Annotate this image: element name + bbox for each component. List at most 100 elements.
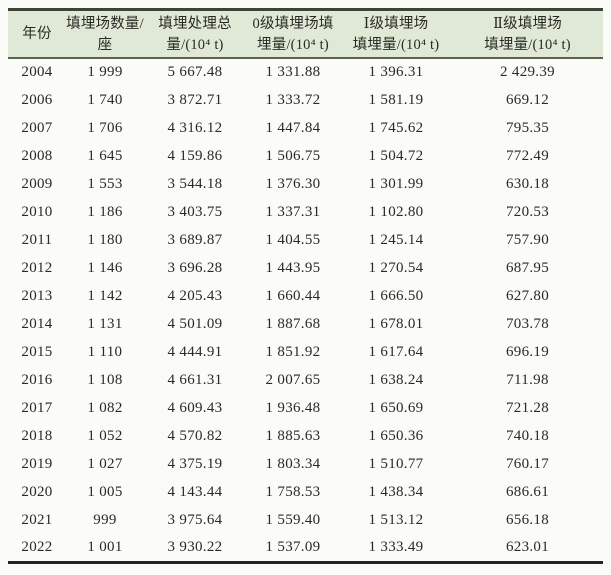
year-cell: 2022 bbox=[21, 538, 53, 555]
year-cell: 2018 bbox=[21, 427, 53, 444]
value-cell: 4 609.43 bbox=[167, 399, 223, 416]
value-cell: 1 142 bbox=[87, 287, 123, 304]
header-grade2-landfill-amount: Ⅱ级填埋场 填埋量/(10⁴ t) bbox=[484, 16, 571, 53]
value-cell: 1 001 bbox=[87, 538, 123, 555]
header-grade1-landfill-amount: Ⅰ级填埋场 填埋量/(10⁴ t) bbox=[352, 16, 440, 53]
year-cell: 2004 bbox=[21, 64, 53, 81]
year-cell: 2016 bbox=[21, 371, 53, 388]
table-row: 2014 1 131 4 501.09 1 887.68 1 678.01 703.78 bbox=[8, 310, 603, 338]
year-cell: 2007 bbox=[21, 119, 53, 136]
value-cell: 703.78 bbox=[505, 315, 550, 332]
value-cell: 1 186 bbox=[87, 203, 123, 220]
value-cell: 1 706 bbox=[87, 119, 123, 136]
value-cell: 1 851.92 bbox=[265, 343, 321, 360]
value-cell: 1 666.50 bbox=[368, 287, 424, 304]
value-cell: 1 758.53 bbox=[265, 483, 321, 500]
table-row: 2004 1 999 5 667.48 1 331.88 1 396.31 2 429.3… bbox=[8, 58, 603, 86]
value-cell: 1 108 bbox=[87, 371, 123, 388]
year-cell: 2015 bbox=[21, 343, 53, 360]
value-cell: 1 513.12 bbox=[368, 511, 424, 528]
header-total-landfill-amount: 填埋处理总 量/(10⁴ t) bbox=[158, 16, 232, 53]
landfill-statistics-table: 年份 填埋场数量/座 填埋处理总 量/(10⁴ t) 0级填埋场填 埋量/(10… bbox=[8, 8, 603, 564]
year-cell: 2012 bbox=[21, 259, 53, 276]
year-cell: 2006 bbox=[21, 91, 53, 108]
value-cell: 1 553 bbox=[87, 175, 123, 192]
header-landfill-count: 填埋场数量/座 bbox=[66, 16, 144, 53]
value-cell: 760.17 bbox=[505, 455, 550, 472]
value-cell: 1 438.34 bbox=[368, 483, 424, 500]
value-cell: 1 146 bbox=[87, 259, 123, 276]
value-cell: 4 375.19 bbox=[167, 455, 223, 472]
value-cell: 3 930.22 bbox=[167, 538, 223, 555]
year-cell: 2021 bbox=[21, 511, 53, 528]
value-cell: 1 005 bbox=[87, 483, 123, 500]
table-row: 2007 1 706 4 316.12 1 447.84 1 745.62 795.35 bbox=[8, 114, 603, 142]
value-cell: 1 537.09 bbox=[265, 538, 321, 555]
value-cell: 3 544.18 bbox=[167, 175, 223, 192]
year-cell: 2017 bbox=[21, 399, 53, 416]
value-cell: 3 975.64 bbox=[167, 511, 223, 528]
value-cell: 1 650.69 bbox=[368, 399, 424, 416]
value-cell: 4 316.12 bbox=[167, 119, 223, 136]
value-cell: 1 131 bbox=[87, 315, 123, 332]
table-row: 2006 1 740 3 872.71 1 333.72 1 581.19 669.12 bbox=[8, 86, 603, 114]
table-row: 2016 1 108 4 661.31 2 007.65 1 638.24 711.98 bbox=[8, 366, 603, 394]
value-cell: 1 885.63 bbox=[265, 427, 321, 444]
value-cell: 1 333.72 bbox=[265, 91, 321, 108]
value-cell: 3 696.28 bbox=[167, 259, 223, 276]
value-cell: 1 110 bbox=[87, 343, 123, 360]
value-cell: 2 429.39 bbox=[500, 64, 555, 81]
value-cell: 1 270.54 bbox=[368, 259, 424, 276]
value-cell: 4 143.44 bbox=[167, 483, 223, 500]
header-row: 年份 填埋场数量/座 填埋处理总 量/(10⁴ t) 0级填埋场填 埋量/(10… bbox=[8, 9, 603, 59]
value-cell: 4 205.43 bbox=[167, 287, 223, 304]
table-row: 2019 1 027 4 375.19 1 803.34 1 510.77 760.17 bbox=[8, 450, 603, 478]
value-cell: 1 887.68 bbox=[265, 315, 321, 332]
value-cell: 1 638.24 bbox=[368, 371, 424, 388]
value-cell: 740.18 bbox=[505, 427, 550, 444]
value-cell: 757.90 bbox=[505, 231, 550, 248]
value-cell: 1 506.75 bbox=[265, 147, 321, 164]
value-cell: 4 159.86 bbox=[167, 147, 223, 164]
table-row: 2017 1 082 4 609.43 1 936.48 1 650.69 721.28 bbox=[8, 394, 603, 422]
year-cell: 2009 bbox=[21, 175, 53, 192]
value-cell: 711.98 bbox=[506, 371, 549, 388]
table-body: 2004 1 999 5 667.48 1 331.88 1 396.31 2 429.3… bbox=[8, 58, 603, 563]
table-row: 2020 1 005 4 143.44 1 758.53 1 438.34 686.61 bbox=[8, 478, 603, 506]
value-cell: 1 678.01 bbox=[368, 315, 424, 332]
value-cell: 795.35 bbox=[505, 119, 550, 136]
value-cell: 687.95 bbox=[505, 259, 550, 276]
table-header: 年份 填埋场数量/座 填埋处理总 量/(10⁴ t) 0级填埋场填 埋量/(10… bbox=[8, 9, 603, 59]
table-row: 2009 1 553 3 544.18 1 376.30 1 301.99 630.18 bbox=[8, 170, 603, 198]
value-cell: 1 443.95 bbox=[265, 259, 321, 276]
value-cell: 4 444.91 bbox=[167, 343, 223, 360]
year-cell: 2019 bbox=[21, 455, 53, 472]
value-cell: 669.12 bbox=[505, 91, 550, 108]
value-cell: 1 581.19 bbox=[368, 91, 424, 108]
value-cell: 1 617.64 bbox=[368, 343, 424, 360]
value-cell: 1 396.31 bbox=[368, 64, 424, 81]
header-grade0-landfill-amount: 0级填埋场填 埋量/(10⁴ t) bbox=[252, 16, 334, 53]
value-cell: 1 052 bbox=[87, 427, 123, 444]
table-row: 2010 1 186 3 403.75 1 337.31 1 102.80 720.53 bbox=[8, 198, 603, 226]
value-cell: 2 007.65 bbox=[265, 371, 321, 388]
value-cell: 1 650.36 bbox=[368, 427, 424, 444]
table-row: 2022 1 001 3 930.22 1 537.09 1 333.49 623.01 bbox=[8, 534, 603, 563]
table-row: 2015 1 110 4 444.91 1 851.92 1 617.64 696.19 bbox=[8, 338, 603, 366]
year-cell: 2020 bbox=[21, 483, 53, 500]
value-cell: 1 447.84 bbox=[265, 119, 321, 136]
value-cell: 1 331.88 bbox=[265, 64, 321, 81]
value-cell: 1 504.72 bbox=[368, 147, 424, 164]
value-cell: 623.01 bbox=[505, 538, 550, 555]
value-cell: 1 333.49 bbox=[368, 538, 424, 555]
value-cell: 1 180 bbox=[87, 231, 123, 248]
value-cell: 1 337.31 bbox=[265, 203, 321, 220]
value-cell: 1 245.14 bbox=[368, 231, 424, 248]
value-cell: 3 403.75 bbox=[167, 203, 223, 220]
value-cell: 1 404.55 bbox=[265, 231, 321, 248]
value-cell: 1 803.34 bbox=[265, 455, 321, 472]
value-cell: 999 bbox=[93, 511, 117, 528]
header-year: 年份 bbox=[22, 26, 52, 43]
value-cell: 696.19 bbox=[505, 343, 550, 360]
